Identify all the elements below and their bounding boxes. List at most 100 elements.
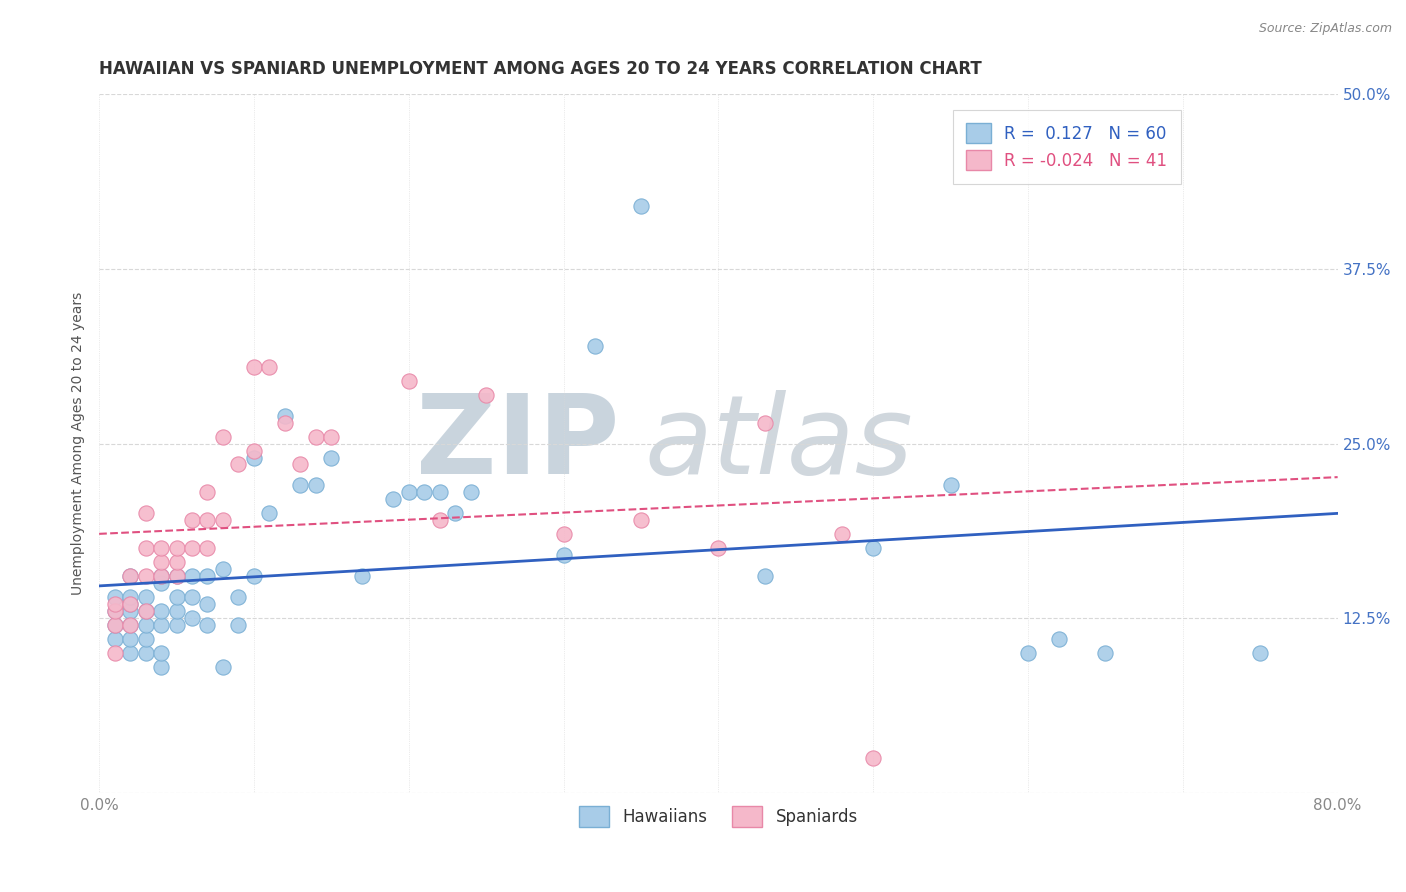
Point (135, 604, 157, 618)
Point (150, 604, 173, 618)
Point (104, 646, 127, 660)
Point (212, 513, 235, 527)
Point (197, 513, 219, 527)
Point (181, 611, 204, 625)
Point (630, 513, 652, 527)
Point (475, 387, 498, 401)
Point (197, 618, 219, 632)
Point (120, 618, 142, 632)
Point (135, 507, 157, 521)
Point (212, 429, 235, 443)
Point (104, 604, 127, 618)
Point (166, 618, 188, 632)
Y-axis label: Unemployment Among Ages 20 to 24 years: Unemployment Among Ages 20 to 24 years (72, 292, 86, 595)
Point (104, 590, 127, 604)
Point (228, 590, 250, 604)
Point (290, 458, 312, 472)
Point (166, 569, 188, 583)
Point (120, 604, 142, 618)
Point (166, 555, 188, 569)
Point (939, 478, 962, 492)
Point (862, 750, 884, 764)
Point (274, 416, 297, 430)
Point (104, 618, 127, 632)
Point (120, 569, 142, 583)
Point (135, 632, 157, 646)
Point (166, 590, 188, 604)
Point (243, 450, 266, 465)
Point (104, 597, 127, 611)
Point (305, 478, 328, 492)
Point (707, 541, 730, 556)
Point (228, 458, 250, 472)
Point (120, 597, 142, 611)
Point (197, 597, 219, 611)
Point (150, 541, 173, 556)
Point (135, 646, 157, 660)
Point (259, 359, 281, 374)
Point (120, 632, 142, 646)
Point (553, 548, 575, 562)
Point (166, 541, 188, 556)
Point (135, 618, 157, 632)
Point (135, 604, 157, 618)
Point (212, 660, 235, 674)
Point (444, 507, 467, 521)
Point (382, 492, 405, 507)
Point (1017, 646, 1039, 660)
Point (150, 660, 173, 674)
Point (460, 485, 482, 500)
Point (120, 590, 142, 604)
Point (553, 527, 575, 541)
Point (429, 513, 451, 527)
Point (1249, 646, 1271, 660)
Point (120, 569, 142, 583)
Point (321, 450, 343, 465)
Point (398, 485, 420, 500)
Point (290, 478, 312, 492)
Point (181, 513, 204, 527)
Text: HAWAIIAN VS SPANIARD UNEMPLOYMENT AMONG AGES 20 TO 24 YEARS CORRELATION CHART: HAWAIIAN VS SPANIARD UNEMPLOYMENT AMONG … (100, 60, 981, 78)
Point (754, 416, 776, 430)
Point (166, 569, 188, 583)
Point (197, 485, 219, 500)
Point (831, 527, 853, 541)
Text: atlas: atlas (644, 390, 912, 497)
Point (150, 569, 173, 583)
Point (352, 569, 374, 583)
Point (305, 429, 328, 443)
Point (104, 632, 127, 646)
Point (429, 485, 451, 500)
Point (120, 646, 142, 660)
Point (181, 590, 204, 604)
Point (243, 359, 266, 374)
Point (862, 541, 884, 556)
Point (120, 618, 142, 632)
Point (135, 590, 157, 604)
Point (243, 443, 266, 458)
Point (181, 569, 204, 583)
Point (274, 409, 297, 423)
Point (259, 507, 281, 521)
Point (104, 618, 127, 632)
Point (150, 569, 173, 583)
Point (197, 541, 219, 556)
Point (243, 569, 266, 583)
Point (1047, 632, 1070, 646)
Point (1094, 646, 1116, 660)
Point (583, 339, 606, 353)
Point (181, 541, 204, 556)
Point (212, 562, 235, 576)
Point (150, 618, 173, 632)
Point (630, 199, 652, 213)
Point (104, 604, 127, 618)
Point (197, 569, 219, 583)
Text: ZIP: ZIP (416, 390, 619, 497)
Point (150, 646, 173, 660)
Point (120, 597, 142, 611)
Point (398, 374, 420, 388)
Point (166, 604, 188, 618)
Point (135, 569, 157, 583)
Point (754, 569, 776, 583)
Point (150, 576, 173, 591)
